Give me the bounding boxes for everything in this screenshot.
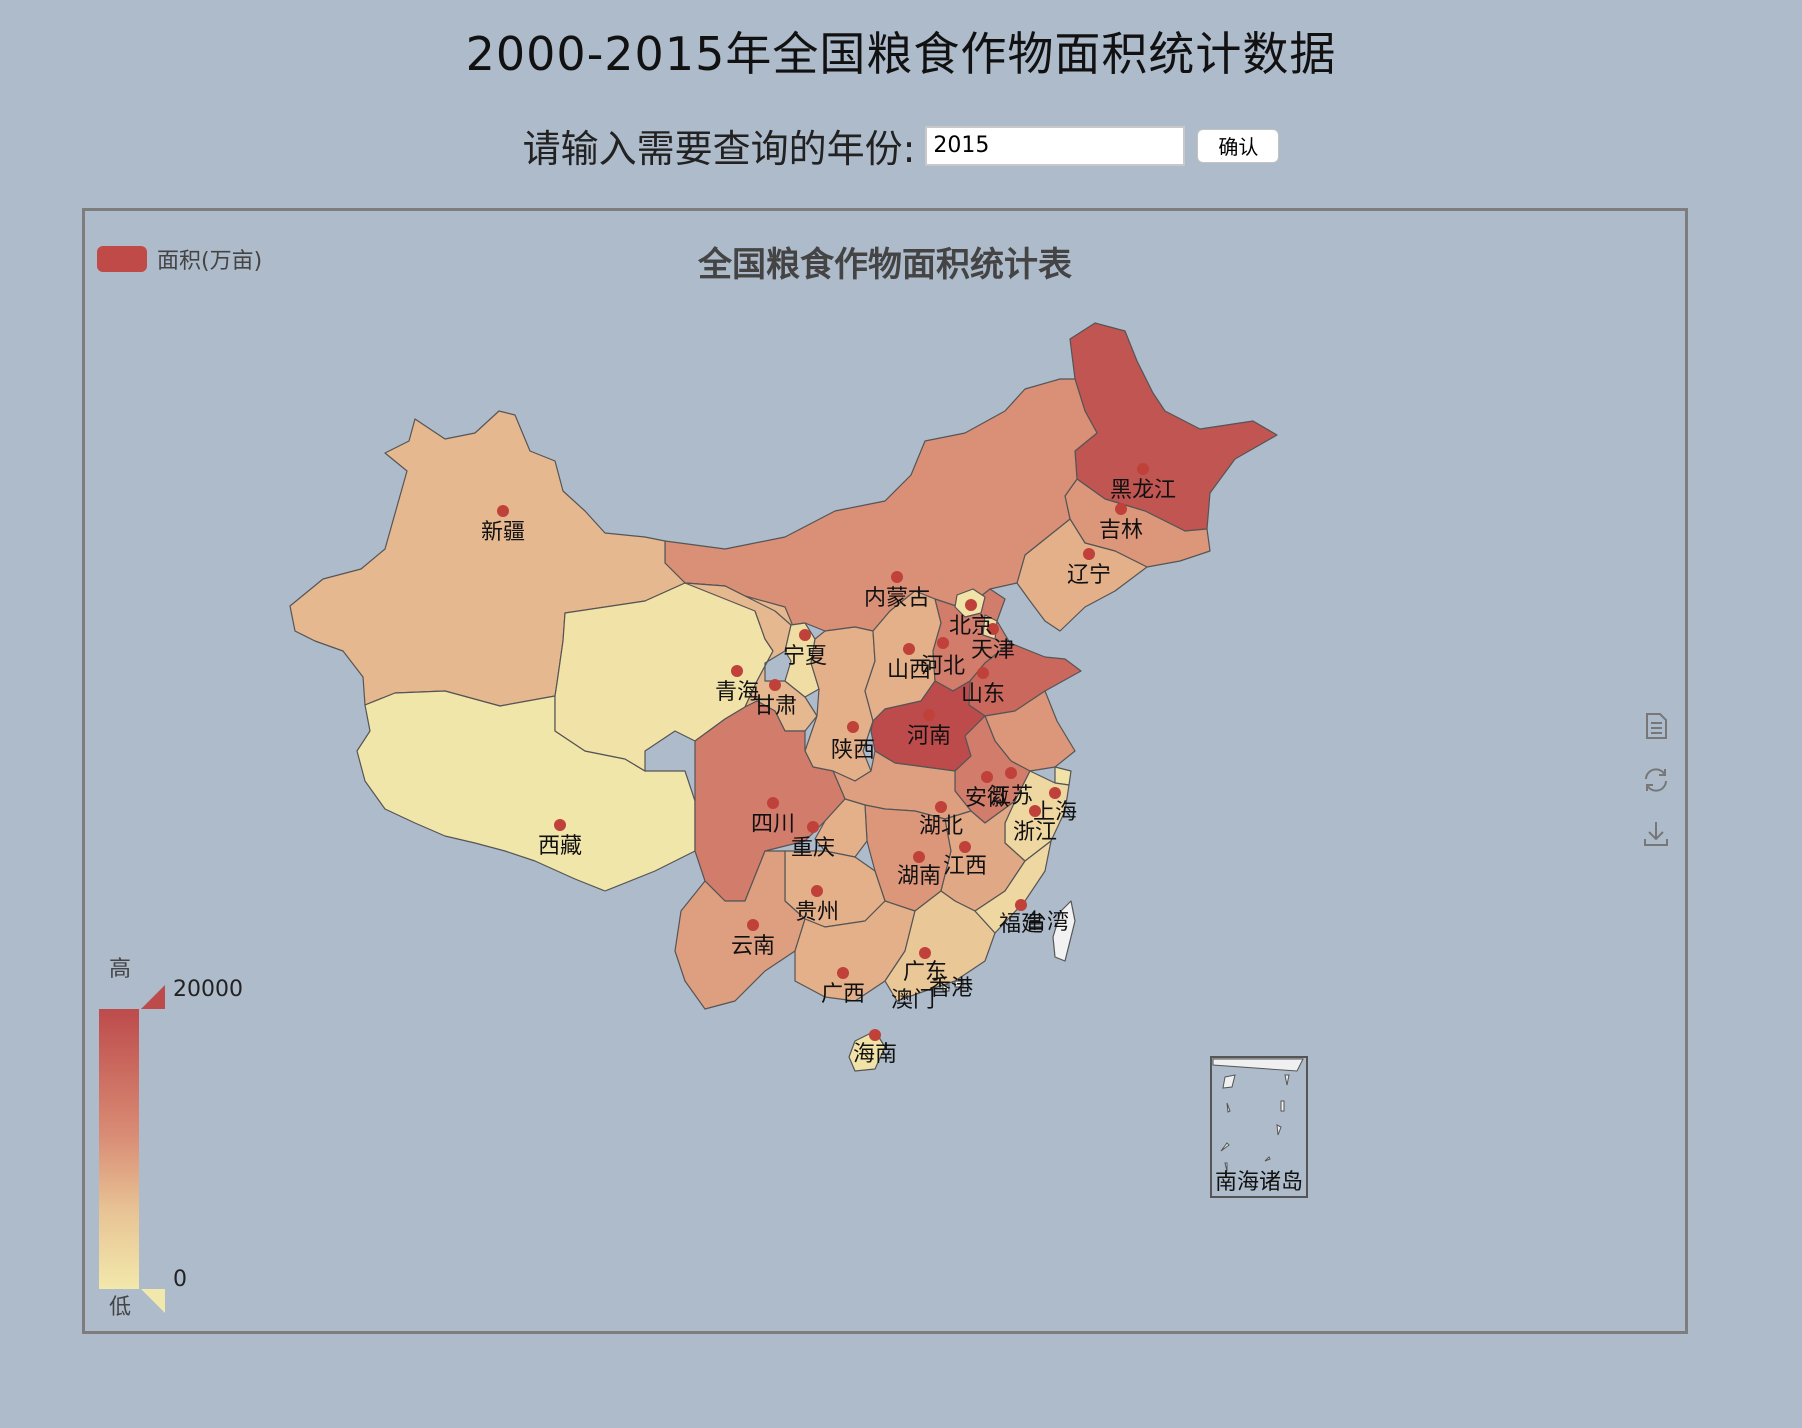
region-label-天津: 天津 (971, 638, 1015, 663)
save-image-icon[interactable] (1641, 819, 1671, 849)
region-marker-天津[interactable] (987, 623, 999, 635)
region-label-内蒙古: 内蒙古 (864, 586, 930, 611)
region-marker-福建[interactable] (1015, 899, 1027, 911)
data-view-icon[interactable] (1641, 711, 1671, 741)
region-label-海南: 海南 (853, 1042, 897, 1067)
year-query-form: 请输入需要查询的年份: 确认 (0, 118, 1802, 173)
region-label-宁夏: 宁夏 (783, 644, 827, 669)
region-label-云南: 云南 (731, 934, 775, 959)
region-label-黑龙江: 黑龙江 (1110, 478, 1176, 503)
chart-title: 全国粮食作物面积统计表 (698, 245, 1072, 285)
region-marker-青海[interactable] (731, 665, 743, 677)
region-label-重庆: 重庆 (791, 836, 835, 861)
region-label-陕西: 陕西 (831, 738, 875, 763)
toolbox (1641, 711, 1671, 873)
region-marker-广西[interactable] (837, 967, 849, 979)
legend-label: 面积(万亩) (157, 249, 263, 274)
region-label-北京: 北京 (949, 614, 993, 639)
chart-panel: 面积(万亩) 全国粮食作物面积统计表 黑龙江吉林辽宁内蒙古 新疆西藏 青海 甘肃 宁夏陕… (82, 208, 1688, 1334)
visual-map-low-label: 低 (109, 1295, 132, 1320)
legend-item[interactable]: 面积(万亩) (97, 243, 262, 275)
region-label-新疆: 新疆 (481, 520, 525, 545)
region-marker-重庆[interactable] (807, 821, 819, 833)
restore-icon[interactable] (1641, 765, 1671, 795)
region-marker-山东[interactable] (977, 667, 989, 679)
visual-map-top-handle-icon[interactable] (141, 985, 165, 1009)
south-china-sea-label: 南海诸岛 (1215, 1170, 1303, 1195)
region-marker-辽宁[interactable] (1083, 548, 1095, 560)
region-marker-浙江[interactable] (1029, 805, 1041, 817)
region-label-青海: 青海 (715, 680, 759, 705)
region-marker-新疆[interactable] (497, 505, 509, 517)
region-marker-河北[interactable] (937, 637, 949, 649)
region-label-湖南: 湖南 (897, 864, 941, 889)
region-label-贵州: 贵州 (795, 900, 839, 925)
confirm-button[interactable]: 确认 (1197, 128, 1280, 163)
region-label-广西: 广西 (821, 982, 865, 1007)
region-label-福建: 福建 (999, 912, 1043, 937)
region-label-四川: 四川 (751, 812, 795, 837)
south-china-sea-inset: 南海诸岛 (1210, 1056, 1308, 1198)
region-label-香港: 香港 (929, 976, 973, 1001)
region-marker-安徽[interactable] (981, 771, 993, 783)
region-marker-湖北[interactable] (935, 801, 947, 813)
region-label-山西: 山西 (887, 658, 931, 683)
region-marker-陕西[interactable] (847, 721, 859, 733)
region-marker-上海[interactable] (1049, 787, 1061, 799)
region-marker-广东[interactable] (919, 947, 931, 959)
region-label-上海: 上海 (1033, 800, 1077, 825)
visual-map: 高 20000 0 低 (85, 951, 305, 1320)
region-marker-北京[interactable] (965, 599, 977, 611)
region-label-辽宁: 辽宁 (1067, 563, 1111, 588)
region-台湾[interactable] (1052, 900, 1076, 962)
region-福建[interactable] (974, 840, 1052, 934)
region-marker-江西[interactable] (959, 841, 971, 853)
legend-swatch (97, 246, 147, 272)
region-label-台湾: 台湾 (1025, 910, 1069, 935)
region-香港[interactable] (954, 980, 964, 988)
region-marker-西藏[interactable] (554, 819, 566, 831)
region-label-河北: 河北 (921, 654, 965, 679)
region-marker-河南[interactable] (923, 709, 935, 721)
visual-map-gradient-bar[interactable] (99, 1009, 139, 1289)
year-input[interactable] (925, 125, 1186, 166)
region-重庆[interactable] (814, 798, 868, 858)
region-marker-黑龙江[interactable] (1137, 463, 1149, 475)
region-澳门[interactable] (942, 984, 950, 992)
region-marker-江苏[interactable] (1005, 767, 1017, 779)
region-广东[interactable] (884, 890, 996, 1002)
region-marker-贵州[interactable] (811, 885, 823, 897)
region-label-湖北: 湖北 (919, 814, 963, 839)
region-marker-四川[interactable] (767, 797, 779, 809)
region-label-江西: 江西 (943, 854, 987, 879)
region-label-广东: 广东 (903, 960, 947, 985)
region-marker-湖南[interactable] (913, 851, 925, 863)
visual-map-max-label: 20000 (173, 977, 243, 1002)
region-marker-宁夏[interactable] (799, 629, 811, 641)
region-marker-内蒙古[interactable] (891, 571, 903, 583)
region-label-江苏: 江苏 (989, 784, 1033, 809)
visual-map-min-label: 0 (173, 1267, 187, 1292)
year-query-label: 请输入需要查询的年份: (522, 127, 916, 171)
visual-map-high-label: 高 (109, 957, 132, 982)
region-label-河南: 河南 (907, 724, 951, 749)
region-辽宁[interactable] (1016, 518, 1148, 632)
region-marker-吉林[interactable] (1115, 503, 1127, 515)
region-label-浙江: 浙江 (1013, 820, 1057, 845)
region-marker-海南[interactable] (869, 1029, 881, 1041)
region-label-西藏: 西藏 (538, 834, 582, 859)
region-上海[interactable] (1054, 766, 1072, 786)
region-label-吉林: 吉林 (1099, 518, 1143, 543)
region-label-甘肃: 甘肃 (753, 694, 797, 719)
region-label-澳门: 澳门 (891, 988, 935, 1013)
region-宁夏[interactable] (784, 622, 820, 698)
region-marker-甘肃[interactable] (769, 679, 781, 691)
region-marker-山西[interactable] (903, 643, 915, 655)
region-label-山东: 山东 (961, 682, 1005, 707)
page-title: 2000-2015年全国粮食作物面积统计数据 (465, 27, 1337, 81)
region-marker-云南[interactable] (747, 919, 759, 931)
region-label-安徽: 安徽 (965, 786, 1009, 811)
visual-map-bottom-handle-icon[interactable] (141, 1289, 165, 1313)
